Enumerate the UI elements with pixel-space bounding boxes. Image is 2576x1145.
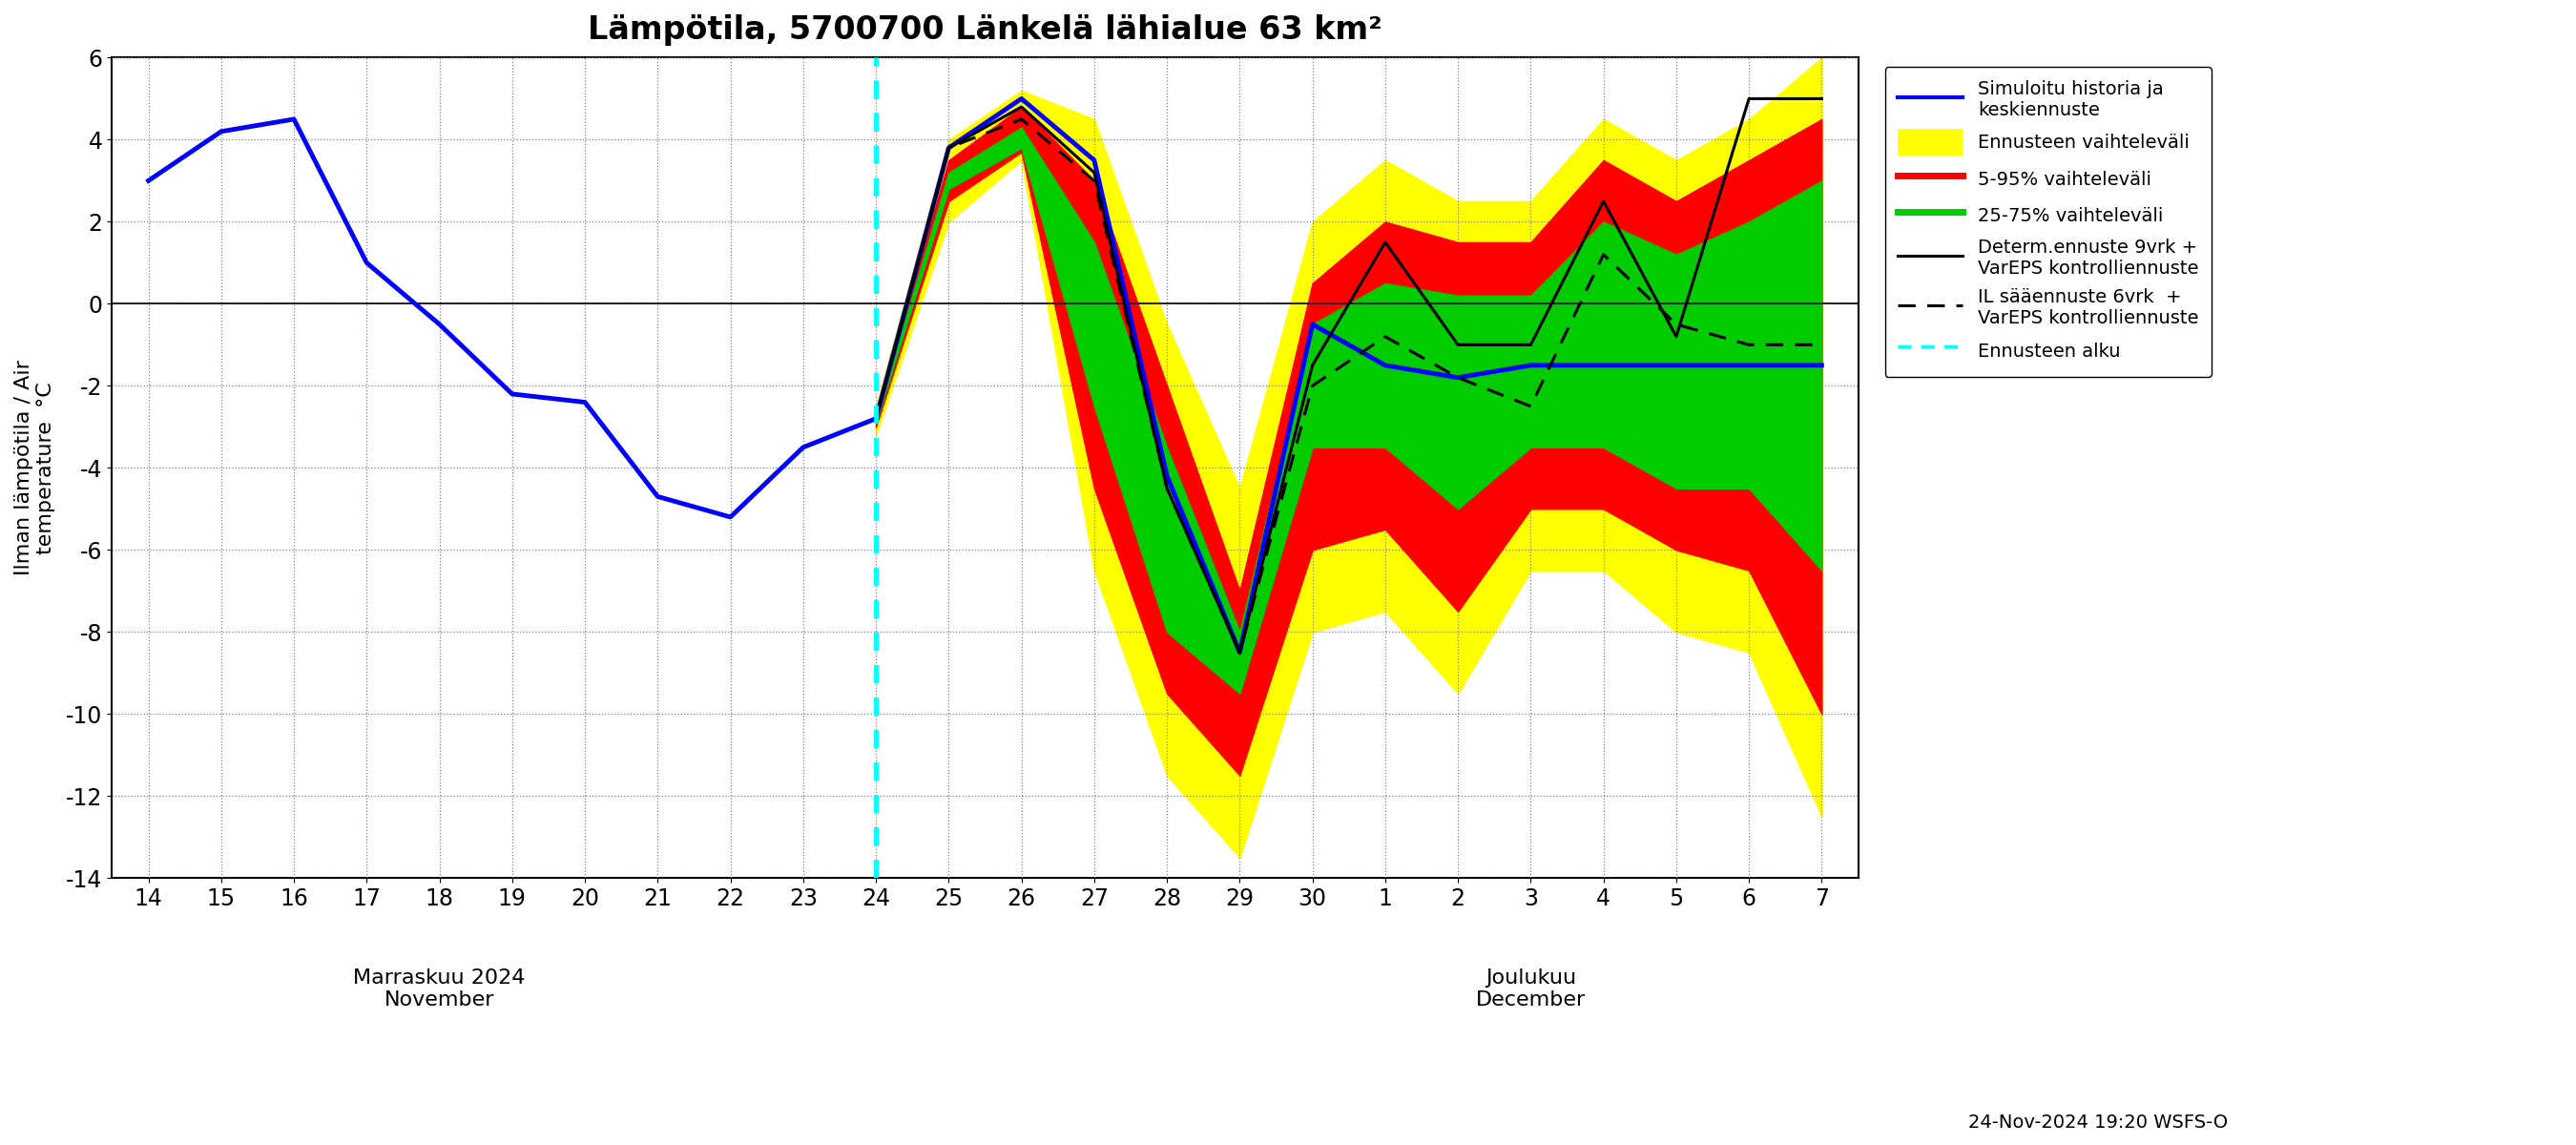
Title: Lämpötila, 5700700 Länkelä lähialue 63 km²: Lämpötila, 5700700 Länkelä lähialue 63 k… [587,14,1383,46]
Text: 24-Nov-2024 19:20 WSFS-O: 24-Nov-2024 19:20 WSFS-O [1968,1113,2228,1131]
Y-axis label: Ilman lämpötila / Air
temperature  °C: Ilman lämpötila / Air temperature °C [15,360,57,576]
Legend: Simuloitu historia ja
keskiennuste, Ennusteen vaihteleväli, 5-95% vaihteleväli, : Simuloitu historia ja keskiennuste, Ennu… [1886,66,2210,377]
Text: Marraskuu 2024
November: Marraskuu 2024 November [353,969,526,1010]
Text: Joulukuu
December: Joulukuu December [1476,969,1587,1010]
